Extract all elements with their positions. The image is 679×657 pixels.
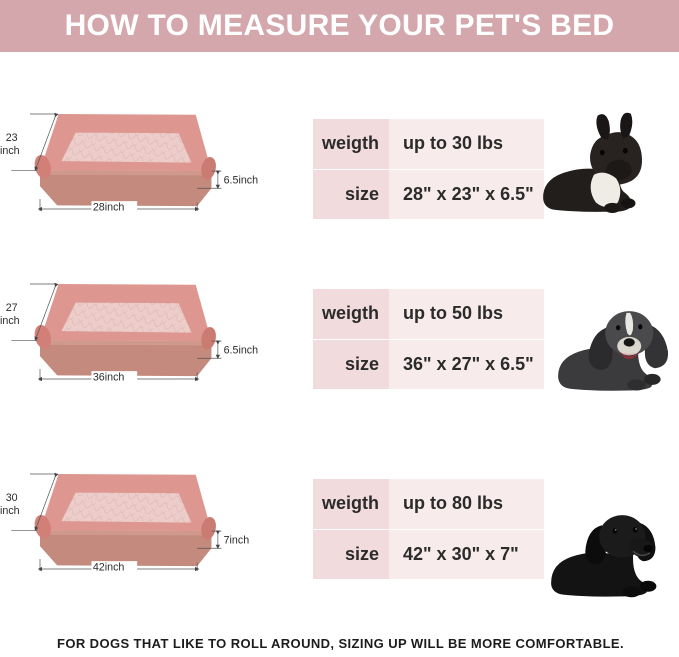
svg-text:28inch: 28inch xyxy=(93,201,125,211)
svg-text:30: 30 xyxy=(6,492,18,504)
svg-text:23: 23 xyxy=(6,132,18,144)
svg-text:6.5inch: 6.5inch xyxy=(224,344,259,356)
svg-text:6.5inch: 6.5inch xyxy=(224,174,259,186)
svg-text:7inch: 7inch xyxy=(224,534,250,546)
svg-text:42inch: 42inch xyxy=(93,561,125,571)
svg-text:inch: inch xyxy=(0,505,20,517)
svg-text:inch: inch xyxy=(0,145,20,157)
svg-text:inch: inch xyxy=(0,315,20,327)
svg-text:27: 27 xyxy=(6,302,18,314)
svg-text:36inch: 36inch xyxy=(93,371,125,381)
